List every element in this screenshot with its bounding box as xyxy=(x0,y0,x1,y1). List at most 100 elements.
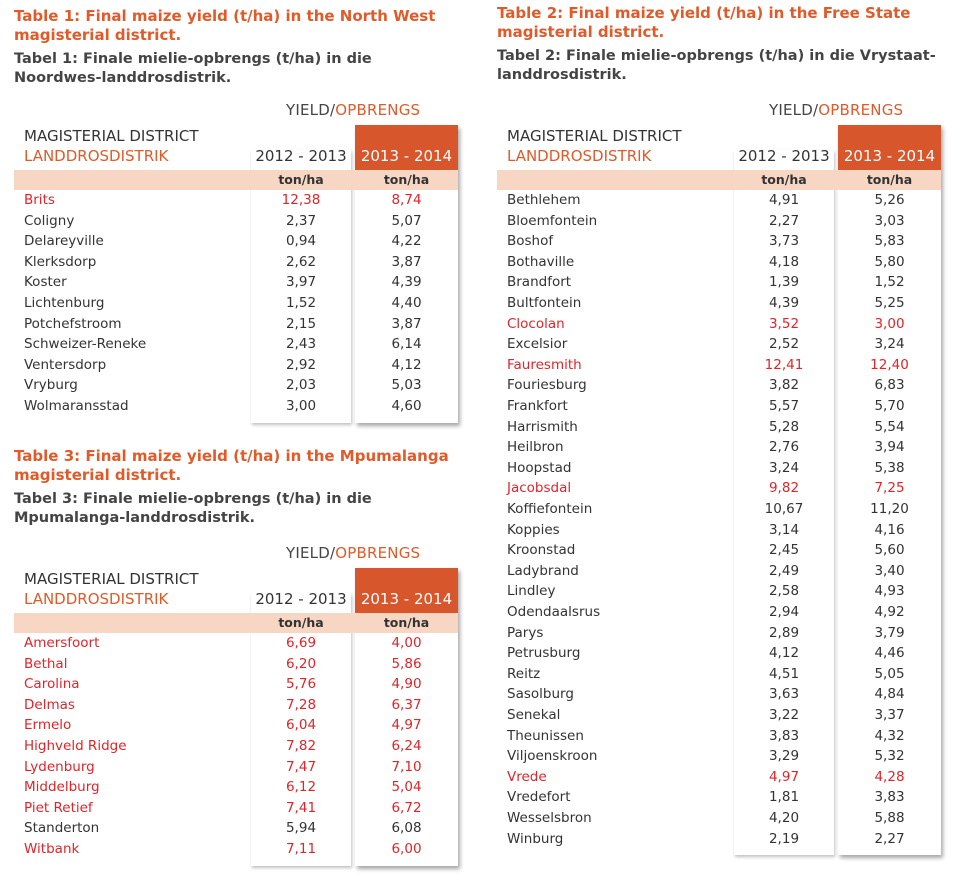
yield-2013-2014: 5,26 xyxy=(874,192,905,208)
yield-2013-2014: 4,12 xyxy=(391,356,422,373)
district-name: Bothaville xyxy=(507,253,575,270)
district-header-en: MAGISTERIAL DISTRICT xyxy=(24,570,199,588)
table-row: Fauresmith 12,41 12,40 xyxy=(497,355,941,375)
yield-label-af: OPBRENGS xyxy=(335,101,421,119)
table-row: Theunissen 3,83 4,32 xyxy=(497,726,941,746)
yield-2012-2013: 10,67 xyxy=(764,501,804,517)
yield-2013-2014: 4,92 xyxy=(874,604,905,620)
yield-2012-2013: 2,89 xyxy=(768,624,800,641)
yield-2013-2014: 12,40 xyxy=(870,356,909,373)
table-row: Ermelo 6,04 4,97 xyxy=(14,715,458,735)
yield-2012-2013: 5,57 xyxy=(768,398,800,414)
yield-label-af: OPBRENGS xyxy=(335,544,421,562)
district-name: Senekal xyxy=(507,707,561,723)
yield-2013-2014: 5,04 xyxy=(391,779,422,796)
table-row: Witbank 7,11 6,00 xyxy=(14,839,458,859)
yield-2013-2014: 6,37 xyxy=(391,696,422,713)
table-row: Clocolan 3,52 3,00 xyxy=(497,314,941,334)
yield-2013-2014: 6,14 xyxy=(391,336,422,353)
table-row: Lichtenburg 1,52 4,40 xyxy=(14,293,458,313)
district-name: Carolina xyxy=(24,676,80,693)
table-row: Bothaville 4,18 5,80 xyxy=(497,252,941,272)
yield-2012-2013: 2,19 xyxy=(768,830,800,847)
yield-2012-2013: 3,82 xyxy=(768,377,800,394)
table-row: Delareyville 0,94 4,22 xyxy=(14,231,458,251)
district-name: Ladybrand xyxy=(507,562,579,579)
district-name: Bloemfontein xyxy=(507,212,598,229)
table-row: Winburg 2,19 2,27 xyxy=(497,829,941,849)
yield-2013-2014: 4,84 xyxy=(874,686,905,703)
district-name: Middelburg xyxy=(24,779,100,796)
district-name: Koppies xyxy=(507,521,560,538)
col-2012-2013-panel xyxy=(251,150,351,423)
yield-2012-2013: 3,00 xyxy=(285,398,317,414)
table-row: Piet Retief 7,41 6,72 xyxy=(14,798,458,818)
district-name: Frankfort xyxy=(507,398,568,414)
col-2012-2013-panel xyxy=(734,150,834,856)
yield-2013-2014: 3,94 xyxy=(874,439,905,456)
yield-2013-2014: 8,74 xyxy=(391,192,422,208)
table-row: Bethlehem 4,91 5,26 xyxy=(497,190,941,210)
yield-2013-2014: 4,39 xyxy=(391,274,422,291)
table-row: Potchefstroom 2,15 3,87 xyxy=(14,314,458,334)
yield-2013-2014: 3,87 xyxy=(391,315,422,332)
table-row: Amersfoort 6,69 4,00 xyxy=(14,633,458,653)
yield-2013-2014: 5,88 xyxy=(874,810,905,826)
yield-2013-2014: 4,93 xyxy=(874,583,905,600)
district-name: Bethlehem xyxy=(507,192,581,208)
yield-2012-2013: 2,43 xyxy=(285,336,317,353)
yield-label: YIELD/OPBRENGS xyxy=(286,101,420,119)
table-row: Lydenburg 7,47 7,10 xyxy=(14,757,458,777)
yield-2012-2013: 4,97 xyxy=(768,768,800,785)
yield-2013-2014: 5,38 xyxy=(874,459,905,476)
yield-2012-2013: 7,47 xyxy=(285,758,317,775)
yield-2013-2014: 1,52 xyxy=(874,274,905,291)
yield-label: YIELD/OPBRENGS xyxy=(769,101,903,119)
yield-2012-2013: 7,28 xyxy=(285,696,317,713)
yield-2012-2013: 7,82 xyxy=(285,738,317,754)
unit-label-b: ton/ha xyxy=(383,172,430,187)
district-name: Coligny xyxy=(24,212,75,229)
yield-2012-2013: 3,97 xyxy=(285,274,317,291)
table-2-heading: Table 2: Final maize yield (t/ha) in the… xyxy=(497,4,937,85)
table-3-title: Table 3: Final maize yield (t/ha) in the… xyxy=(14,447,449,484)
table-row: Bloemfontein 2,27 3,03 xyxy=(497,211,941,231)
yield-2012-2013: 7,41 xyxy=(285,799,317,816)
table-row: Odendaalsrus 2,94 4,92 xyxy=(497,602,941,622)
yield-label-en: YIELD/ xyxy=(286,544,336,562)
table-3-heading: Table 3: Final maize yield (t/ha) in the… xyxy=(14,447,454,528)
district-name: Vryburg xyxy=(24,377,78,394)
yield-2013-2014: 7,25 xyxy=(874,480,905,497)
table-row: Wolmaransstad 3,00 4,60 xyxy=(14,396,458,416)
yield-2013-2014: 4,90 xyxy=(391,676,422,693)
yield-2012-2013: 2,15 xyxy=(285,315,317,332)
yield-2013-2014: 5,83 xyxy=(874,233,905,250)
table-1-heading: Table 1: Final maize yield (t/ha) in the… xyxy=(14,7,454,88)
yield-2013-2014: 4,16 xyxy=(874,521,905,538)
yield-2012-2013: 12,41 xyxy=(764,356,804,373)
district-name: Reitz xyxy=(507,665,541,682)
yield-2012-2013: 2,58 xyxy=(768,583,800,600)
yield-2013-2014: 3,83 xyxy=(874,789,905,806)
table-row: Fouriesburg 3,82 6,83 xyxy=(497,375,941,395)
yield-2012-2013: 2,94 xyxy=(768,604,800,620)
yield-2013-2014: 5,80 xyxy=(874,253,905,270)
district-name: Lydenburg xyxy=(24,758,95,775)
yield-2013-2014: 3,79 xyxy=(874,624,905,641)
table-row: Reitz 4,51 5,05 xyxy=(497,664,941,684)
district-name: Delmas xyxy=(24,696,75,713)
table-row: Senekal 3,22 3,37 xyxy=(497,705,941,725)
yield-2013-2014: 3,03 xyxy=(874,212,905,229)
yield-label-af: OPBRENGS xyxy=(818,101,904,119)
district-name: Wolmaransstad xyxy=(24,398,129,414)
yield-2013-2014: 5,54 xyxy=(874,418,905,435)
unit-row-band xyxy=(497,170,941,190)
unit-label-b: ton/ha xyxy=(866,172,913,187)
table-row: Klerksdorp 2,62 3,87 xyxy=(14,252,458,272)
district-name: Lichtenburg xyxy=(24,295,105,311)
col-2013-2014-panel xyxy=(838,125,941,856)
district-name: Brandfort xyxy=(507,274,572,291)
yield-2012-2013: 1,52 xyxy=(285,295,317,311)
yield-2013-2014: 6,83 xyxy=(874,377,905,394)
table-row: Lindley 2,58 4,93 xyxy=(497,581,941,601)
